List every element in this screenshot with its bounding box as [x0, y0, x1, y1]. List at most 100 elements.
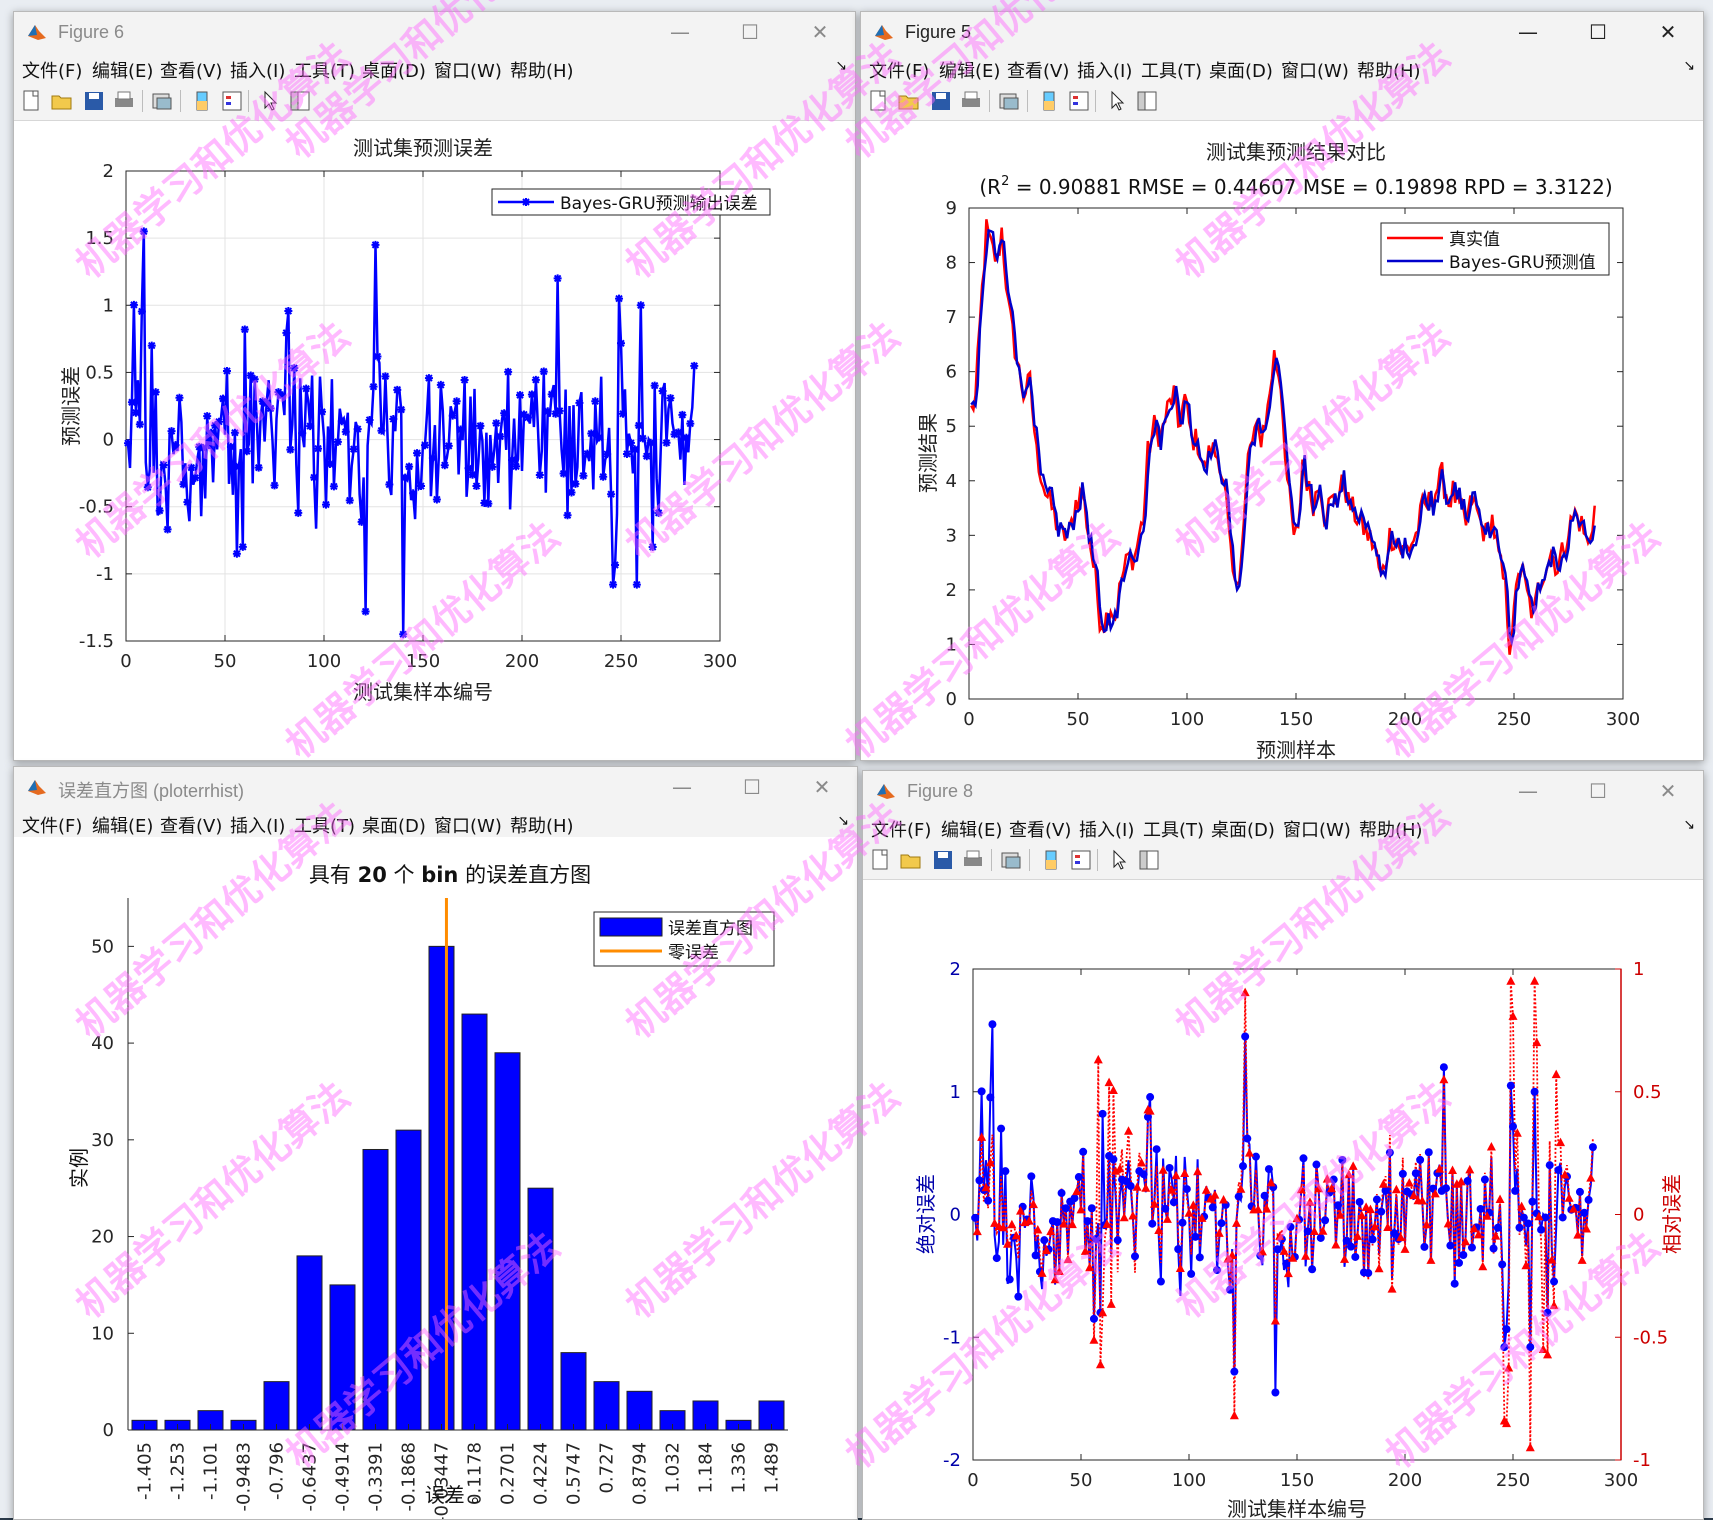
new-figure-icon[interactable] — [867, 89, 891, 113]
matlab-icon — [28, 780, 46, 795]
save-icon[interactable] — [931, 848, 955, 872]
menu-item[interactable]: 工具(T) — [1143, 820, 1205, 841]
menu-item[interactable]: 编辑(E) — [92, 816, 154, 837]
new-figure-icon[interactable] — [869, 848, 893, 872]
colorbar-icon[interactable] — [190, 89, 214, 113]
menu-item[interactable]: 窗口(W) — [1281, 61, 1349, 82]
pointer-icon[interactable] — [1107, 848, 1131, 872]
error-point-marker — [583, 449, 592, 458]
pointer-icon[interactable] — [1105, 89, 1129, 113]
x-tick-label: -1.101 — [201, 1442, 222, 1500]
y-tick-label: -1.5 — [79, 631, 114, 652]
minimize-button[interactable]: — — [672, 775, 692, 799]
error-histogram-window[interactable]: 误差直方图 (ploterrhist) — ☐ ✕ 文件(F) 编辑(E) 查看(V… — [13, 766, 858, 1520]
relative-error-marker — [1188, 1200, 1198, 1209]
close-button[interactable]: ✕ — [811, 20, 829, 44]
histogram-bar — [263, 1381, 290, 1431]
menu-item[interactable]: 查看(V) — [1009, 820, 1072, 841]
minimize-button[interactable]: — — [670, 20, 690, 44]
figure-5-window[interactable]: Figure 5 — ☐ ✕ 文件(F) 编辑(E) 查看(V) 插入(I) 工具(T)… — [860, 11, 1704, 761]
menu-item[interactable]: 插入(I) — [1079, 820, 1135, 841]
minimize-button[interactable]: — — [1518, 20, 1538, 44]
title-bar[interactable]: Figure 5 — ☐ ✕ — [861, 12, 1703, 52]
colorbar-icon[interactable] — [1039, 848, 1063, 872]
menu-item[interactable]: 帮助(H) — [510, 61, 574, 82]
title-bar[interactable]: Figure 6 — ☐ ✕ — [14, 12, 855, 52]
menu-item[interactable]: 工具(T) — [1141, 61, 1203, 82]
open-file-icon[interactable] — [897, 89, 921, 113]
menu-item[interactable]: 桌面(D) — [362, 61, 426, 82]
axes-box — [968, 207, 1624, 700]
colorbar-icon[interactable] — [1037, 89, 1061, 113]
menu-item[interactable]: 文件(F) — [871, 820, 932, 841]
property-editor-icon[interactable] — [1137, 848, 1161, 872]
menu-item[interactable]: 桌面(D) — [362, 816, 426, 837]
new-figure-icon[interactable] — [20, 89, 44, 113]
menu-overflow-arrow-icon[interactable]: ↘ — [835, 58, 847, 74]
open-file-icon[interactable] — [899, 848, 923, 872]
property-editor-icon[interactable] — [1135, 89, 1159, 113]
legend-icon[interactable] — [1069, 848, 1093, 872]
menu-item[interactable]: 帮助(H) — [510, 816, 574, 837]
menu-item[interactable]: 文件(F) — [22, 816, 83, 837]
menu-item[interactable]: 文件(F) — [22, 61, 83, 82]
menu-item[interactable]: 插入(I) — [1077, 61, 1133, 82]
link-plot-icon[interactable] — [997, 89, 1021, 113]
menu-item[interactable]: 窗口(W) — [1283, 820, 1351, 841]
menu-item[interactable]: 编辑(E) — [941, 820, 1003, 841]
menu-item[interactable]: 文件(F) — [869, 61, 930, 82]
title-bar[interactable]: 误差直方图 (ploterrhist) — ☐ ✕ — [14, 767, 857, 807]
link-plot-icon[interactable] — [150, 89, 174, 113]
open-file-icon[interactable] — [50, 89, 74, 113]
legend-icon[interactable] — [220, 89, 244, 113]
menu-item[interactable]: 插入(I) — [230, 61, 286, 82]
pointer-icon[interactable] — [258, 89, 282, 113]
legend-icon[interactable] — [1067, 89, 1091, 113]
property-editor-icon[interactable] — [288, 89, 312, 113]
menu-item[interactable]: 桌面(D) — [1209, 61, 1273, 82]
close-button[interactable]: ✕ — [1659, 20, 1677, 44]
menu-item[interactable]: 工具(T) — [294, 816, 356, 837]
absolute-error-marker — [1053, 1218, 1062, 1227]
menu-item[interactable]: 查看(V) — [160, 61, 223, 82]
relative-error-marker — [1175, 1263, 1185, 1273]
relative-error-marker — [1149, 1199, 1159, 1208]
print-icon[interactable] — [959, 89, 983, 113]
menu-overflow-arrow-icon[interactable]: ↘ — [1683, 58, 1695, 74]
print-icon[interactable] — [112, 89, 136, 113]
save-icon[interactable] — [929, 89, 953, 113]
maximize-button[interactable]: ☐ — [743, 775, 761, 799]
minimize-button[interactable]: — — [1518, 779, 1538, 803]
maximize-button[interactable]: ☐ — [1589, 779, 1607, 803]
relative-error-marker — [1270, 1316, 1280, 1325]
close-button[interactable]: ✕ — [813, 775, 831, 799]
menu-item[interactable]: 窗口(W) — [434, 61, 502, 82]
menu-item[interactable]: 帮助(H) — [1359, 820, 1423, 841]
menu-item[interactable]: 插入(I) — [230, 816, 286, 837]
menu-overflow-arrow-icon[interactable]: ↘ — [1683, 817, 1695, 833]
close-button[interactable]: ✕ — [1659, 779, 1677, 803]
menu-item[interactable]: 查看(V) — [160, 816, 223, 837]
absolute-error-marker — [1463, 1176, 1472, 1185]
maximize-button[interactable]: ☐ — [741, 20, 759, 44]
figure-8-window[interactable]: Figure 8 — ☐ ✕ 文件(F) 编辑(E) 查看(V) 插入(I) 工具(T)… — [862, 770, 1704, 1520]
histogram-bar — [461, 1013, 488, 1431]
menu-overflow-arrow-icon[interactable]: ↘ — [837, 813, 849, 829]
title-bar[interactable]: Figure 8 — ☐ ✕ — [863, 771, 1703, 811]
figure-6-window[interactable]: Figure 6 — ☐ ✕ 文件(F) 编辑(E) 查看(V) 插入(I) 工具(T)… — [13, 11, 856, 761]
menu-item[interactable]: 查看(V) — [1007, 61, 1070, 82]
menu-item[interactable]: 工具(T) — [294, 61, 356, 82]
error-point-marker — [674, 428, 683, 437]
menu-item[interactable]: 编辑(E) — [939, 61, 1001, 82]
error-point-marker — [611, 560, 620, 569]
relative-error-marker — [1327, 1183, 1337, 1193]
menu-item[interactable]: 编辑(E) — [92, 61, 154, 82]
menu-item[interactable]: 桌面(D) — [1211, 820, 1275, 841]
save-icon[interactable] — [82, 89, 106, 113]
link-plot-icon[interactable] — [999, 848, 1023, 872]
print-icon[interactable] — [961, 848, 985, 872]
error-point-marker — [607, 490, 616, 499]
menu-item[interactable]: 帮助(H) — [1357, 61, 1421, 82]
maximize-button[interactable]: ☐ — [1589, 20, 1607, 44]
menu-item[interactable]: 窗口(W) — [434, 816, 502, 837]
